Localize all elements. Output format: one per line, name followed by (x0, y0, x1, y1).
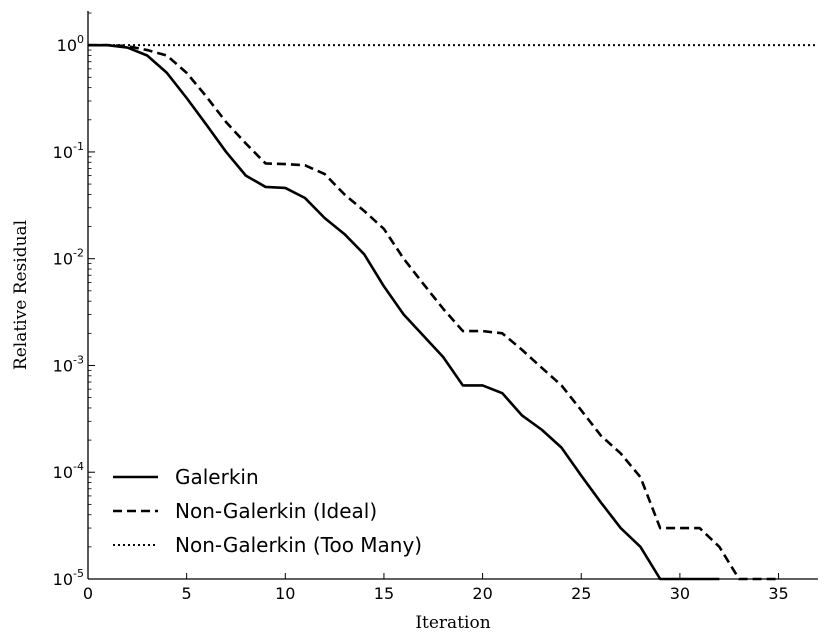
y-tick-label: 10-2 (53, 247, 84, 269)
y-tick-label: 10-4 (53, 460, 84, 482)
legend-label-non-galerkin-too-many: Non-Galerkin (Too Many) (175, 533, 422, 557)
y-tick-label: 100 (57, 33, 84, 55)
legend: Galerkin Non-Galerkin (Ideal) Non-Galerk… (113, 465, 422, 557)
y-tick-label: 10-5 (53, 567, 84, 589)
x-axis-ticks: 0 5 10 15 20 25 30 35 (83, 573, 789, 603)
x-tick-label: 30 (670, 584, 690, 603)
plot-frame (87, 11, 818, 580)
x-axis-label: Iteration (415, 613, 490, 633)
x-tick-label: 15 (374, 584, 394, 603)
legend-label-non-galerkin-ideal: Non-Galerkin (Ideal) (175, 499, 377, 523)
x-tick-label: 5 (182, 584, 192, 603)
x-tick-label: 35 (768, 584, 788, 603)
x-tick-label: 20 (472, 584, 492, 603)
legend-label-galerkin: Galerkin (175, 465, 259, 489)
series-line-galerkin (88, 43, 720, 581)
y-axis-ticks: 100 10-1 10-2 10-3 10-4 10-5 (53, 12, 95, 589)
y-tick-label: 10-3 (53, 353, 84, 375)
y-tick-label: 10-1 (53, 140, 84, 162)
series-layer (88, 43, 818, 581)
x-tick-label: 0 (83, 584, 93, 603)
x-tick-label: 25 (571, 584, 591, 603)
x-tick-label: 10 (275, 584, 295, 603)
series-line-non-galerkin-ideal (88, 43, 779, 581)
y-axis-label: Relative Residual (11, 220, 31, 370)
